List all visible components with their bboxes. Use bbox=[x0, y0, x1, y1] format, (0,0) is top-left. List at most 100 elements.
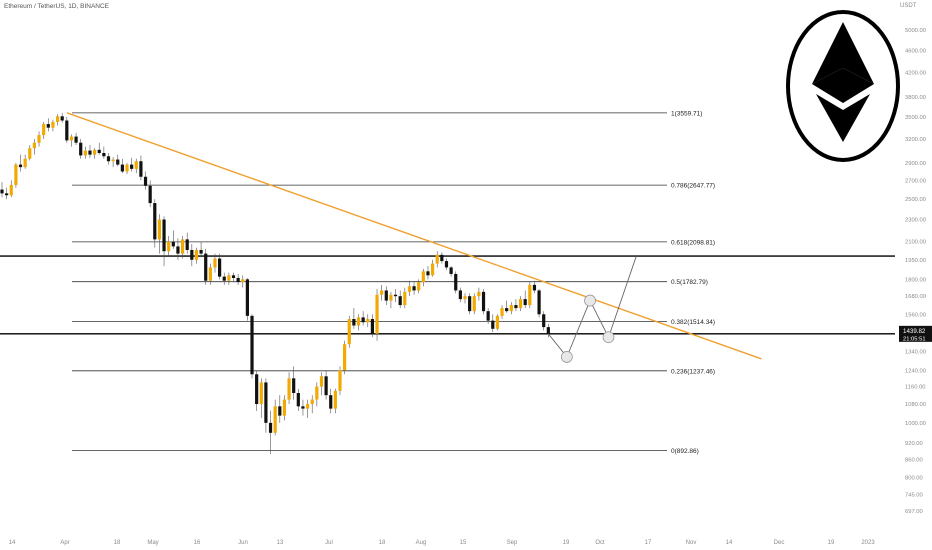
y-tick-label: 4600.00 bbox=[905, 48, 926, 54]
x-axis: 14 Apr 18 May 16 Jun 13 Jul 18 Aug 15 Sep 19 Oct 17 Nov… bbox=[9, 540, 876, 546]
y-tick-label: 1560.00 bbox=[905, 312, 926, 318]
projection-point bbox=[602, 331, 615, 344]
candle-body bbox=[213, 258, 217, 268]
x-tick-label: Jul bbox=[325, 540, 333, 546]
candle-body bbox=[296, 393, 300, 407]
y-tick-label: 745.00 bbox=[905, 493, 923, 499]
fib-label: 0.382(1514.34) bbox=[671, 319, 715, 326]
candle-body bbox=[37, 135, 41, 143]
candle-body bbox=[199, 249, 203, 254]
candle-body bbox=[528, 284, 532, 306]
candle-body bbox=[454, 273, 458, 291]
candle-body bbox=[505, 308, 509, 312]
candle-body bbox=[333, 390, 337, 409]
x-tick-label: 16 bbox=[194, 540, 201, 546]
candle-body bbox=[523, 299, 527, 306]
candle-body bbox=[125, 164, 129, 172]
candle-body bbox=[481, 291, 486, 312]
candle-body bbox=[310, 399, 314, 405]
candle-body bbox=[185, 239, 189, 250]
y-tick-label: 2900.00 bbox=[905, 161, 926, 167]
candle-body bbox=[273, 406, 277, 433]
candle-body bbox=[347, 319, 351, 345]
trendline-group bbox=[66, 112, 762, 360]
candle-body bbox=[384, 290, 388, 301]
x-tick-label: 18 bbox=[379, 540, 386, 546]
y-tick-label: 1950.00 bbox=[905, 258, 926, 264]
horizontal-levels bbox=[0, 255, 895, 335]
candle-body bbox=[171, 241, 175, 247]
candle-body bbox=[208, 267, 212, 281]
candle-body bbox=[375, 294, 379, 334]
x-tick-label: Apr bbox=[60, 540, 69, 546]
candle-body bbox=[218, 258, 222, 277]
candle-body bbox=[495, 315, 500, 329]
candle-body bbox=[356, 317, 361, 326]
x-tick-label: May bbox=[147, 540, 158, 546]
candle-body bbox=[398, 296, 402, 306]
candle-body bbox=[537, 290, 541, 315]
fib-label: 0.236(1237.46) bbox=[671, 368, 715, 375]
candle-body bbox=[167, 241, 171, 252]
y-tick-label: 2700.00 bbox=[905, 178, 926, 184]
candle-body bbox=[472, 296, 476, 312]
candle-body bbox=[259, 382, 263, 405]
candle-body bbox=[278, 406, 282, 416]
x-tick-label: 14 bbox=[726, 540, 733, 546]
candle-body bbox=[486, 311, 490, 321]
candle-body bbox=[532, 284, 537, 291]
candle-body bbox=[245, 279, 249, 316]
y-axis: 5000.00 4600.00 4200.00 3800.00 3500.00 3200.… bbox=[905, 28, 926, 515]
price-tag-box bbox=[899, 325, 932, 342]
candle-body bbox=[500, 308, 504, 316]
candle-body bbox=[426, 271, 430, 276]
candle-body bbox=[60, 116, 64, 121]
candle-body bbox=[32, 142, 37, 149]
candle-body bbox=[42, 124, 46, 136]
x-tick-label: 2023 bbox=[861, 540, 875, 546]
projection-group bbox=[547, 255, 637, 363]
candle-body bbox=[389, 294, 393, 301]
candle-body bbox=[393, 294, 398, 297]
candle-body bbox=[417, 282, 421, 291]
y-tick-label: 920.00 bbox=[905, 441, 923, 447]
x-tick-label: Sep bbox=[507, 540, 518, 546]
candle-body bbox=[176, 246, 180, 254]
candle-body bbox=[509, 305, 513, 312]
x-tick-label: 18 bbox=[114, 540, 121, 546]
candle-body bbox=[370, 319, 374, 334]
fib-label: 1(3559.71) bbox=[671, 110, 702, 117]
candle-body bbox=[116, 159, 120, 165]
candle-body bbox=[162, 219, 166, 252]
candle-body bbox=[477, 291, 481, 297]
x-tick-label: 17 bbox=[645, 540, 652, 546]
x-tick-label: 19 bbox=[828, 540, 835, 546]
candle-body bbox=[83, 150, 87, 156]
price-tag-value: 1439.82 bbox=[903, 328, 926, 335]
logo-top-left bbox=[812, 22, 843, 84]
y-tick-label: 1800.00 bbox=[905, 277, 926, 283]
fib-label: 0.786(2647.77) bbox=[671, 183, 715, 190]
projection-point bbox=[584, 294, 596, 307]
projection-point bbox=[560, 351, 573, 363]
candle-body bbox=[546, 327, 550, 334]
candle-body bbox=[430, 263, 435, 276]
candle-body bbox=[268, 422, 273, 433]
candle-body bbox=[14, 164, 18, 185]
logo-bottom-left bbox=[816, 94, 843, 142]
candle-body bbox=[458, 290, 462, 300]
x-tick-label: Nov bbox=[686, 540, 697, 546]
candle-body bbox=[190, 249, 194, 260]
x-tick-label: Dec bbox=[774, 540, 785, 546]
candle-body bbox=[380, 290, 384, 295]
y-tick-label: 1160.00 bbox=[905, 385, 926, 391]
y-tick-label: 2500.00 bbox=[905, 197, 926, 203]
candle-body bbox=[407, 286, 412, 292]
y-tick-label: 800.00 bbox=[905, 475, 923, 481]
candle-body bbox=[180, 239, 185, 254]
candle-body bbox=[65, 120, 69, 141]
candle-body bbox=[518, 299, 523, 309]
y-tick-label: 2300.00 bbox=[905, 217, 926, 223]
